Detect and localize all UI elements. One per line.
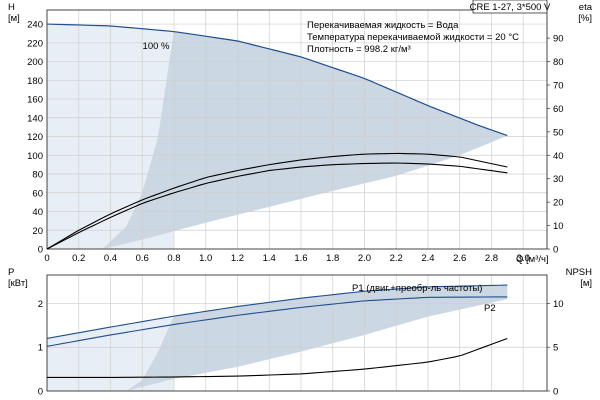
x-tick-label: 1.6 <box>294 253 307 264</box>
y-left-tick-label: 2 <box>38 299 43 310</box>
y-left-tick-label: 60 <box>32 188 43 199</box>
y-left-axis-symbol: P <box>8 267 14 278</box>
y-left-tick-label: 40 <box>32 207 43 218</box>
model-label: CRE 1-27, 3*500 V <box>470 2 551 13</box>
model-label-box: CRE 1-27, 3*500 V <box>470 0 551 14</box>
y-left-tick-label: 220 <box>27 38 43 49</box>
model-label-frame <box>472 0 548 14</box>
y-right-tick-label: 40 <box>553 151 564 162</box>
y-right-tick-label: 10 <box>553 299 564 310</box>
x-tick-label: 0.8 <box>167 253 180 264</box>
y-right-tick-label: 70 <box>553 80 564 91</box>
x-tick-label: 0.4 <box>104 253 117 264</box>
series-label-p1: P1 (двиг.+преобр-ль частоты) <box>352 283 482 294</box>
plot-frame <box>46 9 548 250</box>
speed-label: 100 % <box>143 41 170 52</box>
y-right-tick-label: 60 <box>553 104 564 115</box>
x-tick-label: 2.0 <box>358 253 371 264</box>
series-line-npsh <box>47 337 508 378</box>
y-left-tick-label: 80 <box>32 170 43 181</box>
operating-range-region <box>102 30 508 250</box>
y-right-tick-label: 0 <box>553 245 558 256</box>
series-line-head <box>46 23 508 137</box>
y-left-tick-label: 1 <box>38 343 43 354</box>
y-left-axis-symbol: H <box>8 2 15 13</box>
y-right-tick-label: 30 <box>553 174 564 185</box>
y-left-tick-label: 0 <box>38 387 43 398</box>
y-left-axis-unit: [кВт] <box>8 278 28 289</box>
power-operating-region <box>126 285 508 391</box>
series-line-power-1 <box>46 296 508 347</box>
bottom-chart: 0 1 2 0 5 10 P[кВт] NPSH[м] P1 (двиг.+преобр-ль … <box>8 267 592 398</box>
y-left-tick-label: 140 <box>27 113 43 124</box>
series-line-power-0 <box>46 284 508 340</box>
y-left-tick-label: 180 <box>27 76 43 87</box>
y-left-tick-label: 200 <box>27 57 43 68</box>
y-left-tick-label: 160 <box>27 95 43 106</box>
x-tick-label: 2.4 <box>421 253 434 264</box>
x-tick-label: 0.2 <box>72 253 85 264</box>
series-line-efficiency-a <box>46 152 508 250</box>
x-axis-label: Q [м³/ч] <box>516 254 549 265</box>
x-tick-label: 2.2 <box>390 253 403 264</box>
y-right-axis-symbol: NPSH <box>566 267 593 278</box>
x-tick-label: 1.2 <box>231 253 244 264</box>
x-tick-label: 2.8 <box>485 253 498 264</box>
y-right-tick-label: 50 <box>553 127 564 138</box>
series-line-efficiency-b <box>46 162 508 250</box>
y-right-tick-label: 90 <box>553 34 564 45</box>
y-right-tick-label: 0 <box>553 387 558 398</box>
y-left-tick-label: 20 <box>32 226 43 237</box>
y-right-tick-label: 20 <box>553 198 564 209</box>
x-tick-label: 3.0 <box>517 253 530 264</box>
y-left-tick-label: 0 <box>38 245 43 256</box>
y-left-tick-label: 120 <box>27 132 43 143</box>
x-tick-label: 0 <box>44 253 49 264</box>
x-tick-label: 0.6 <box>136 253 149 264</box>
y-left-tick-label: 100 <box>27 151 43 162</box>
x-tick-label: 1.0 <box>199 253 212 264</box>
series-label-p2: P2 <box>484 303 496 314</box>
fluid-info-line: Перекачиваемая жидкость = Вода <box>307 20 459 31</box>
y-right-tick-label: 80 <box>553 57 564 68</box>
y-left-axis-unit: [м] <box>8 13 20 24</box>
plot-frame <box>46 274 548 392</box>
y-right-axis-unit: [м] <box>580 278 592 289</box>
y-left-tick-label: 240 <box>27 20 43 31</box>
fluid-info-line: Температура перекачиваемой жидкости = 20… <box>307 32 519 43</box>
x-tick-label: 1.8 <box>326 253 339 264</box>
top-chart: 0 20 40 60 80 100 120 140 160 180 200 220 240 0 10 20 30… <box>8 0 593 265</box>
x-tick-label: 2.6 <box>453 253 466 264</box>
y-right-tick-label: 5 <box>553 343 558 354</box>
y-right-axis-symbol: eta <box>579 2 593 13</box>
y-right-tick-label: 10 <box>553 221 564 232</box>
y-right-axis-unit: [%] <box>578 13 592 24</box>
x-tick-label: 1.4 <box>263 253 276 264</box>
fluid-info-line: Плотность = 998.2 кг/м³ <box>307 44 411 55</box>
